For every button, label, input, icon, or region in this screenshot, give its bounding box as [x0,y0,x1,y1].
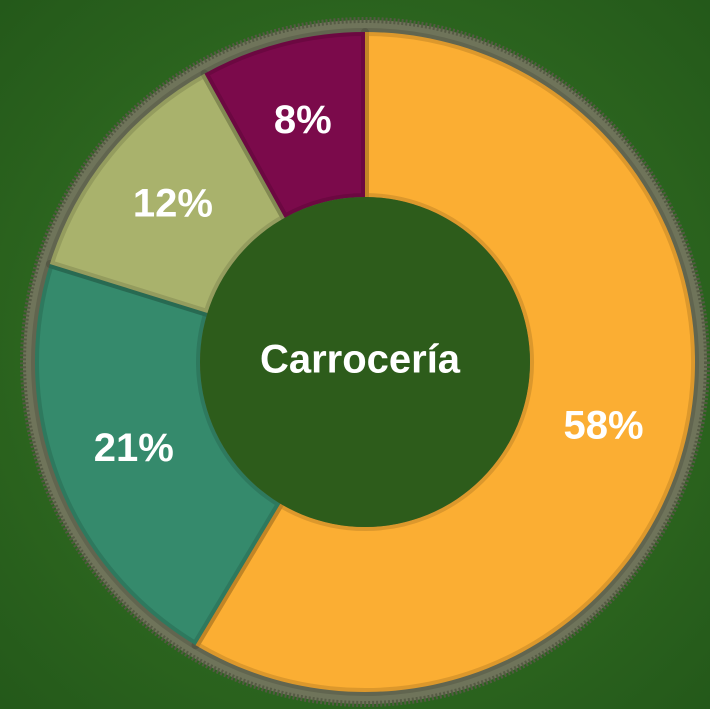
value-label: 58% [564,404,644,448]
value-label: 21% [94,426,174,470]
slice [191,28,699,696]
value-label: 8% [274,98,332,142]
donut-hole [200,197,530,527]
center-label: Carrocería [260,338,461,382]
slices [31,28,699,696]
value-label: 12% [133,182,213,226]
